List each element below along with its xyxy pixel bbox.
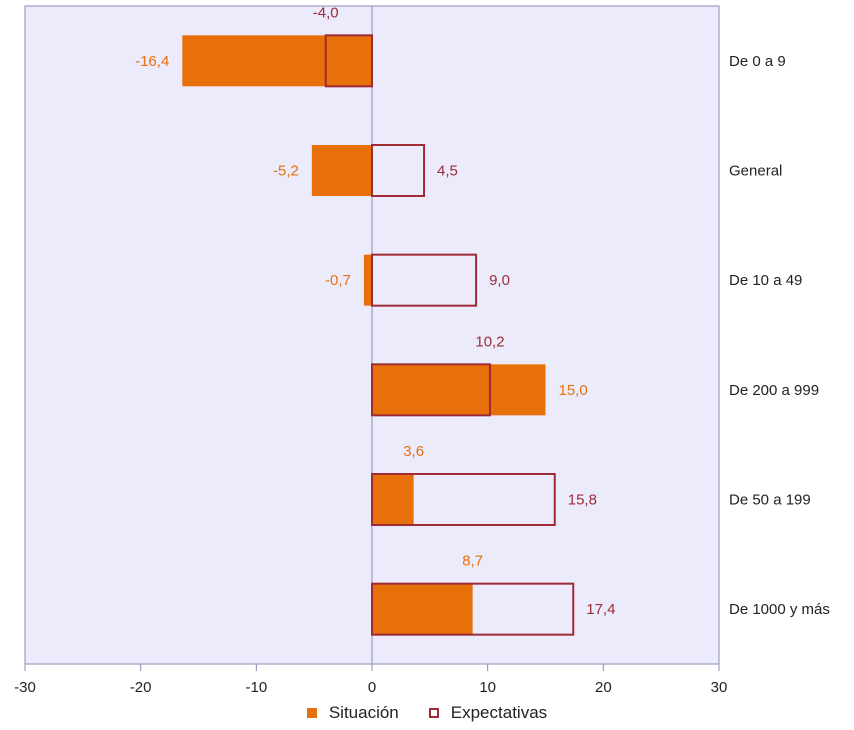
legend-label-expectativas: Expectativas [450,703,548,722]
legend-item-situacion: Situación [306,703,399,723]
expectativas-value-label: 4,5 [437,163,458,180]
legend-label-situacion: Situación [328,703,399,722]
expectativas-bar [371,363,491,417]
x-tick-label: -10 [245,679,267,696]
expectativas-bar [371,144,426,197]
x-tick-label: 30 [711,679,728,696]
situacion-bar [372,364,546,416]
legend: Situación Expectativas [0,703,854,723]
expectativas-value-label: -4,0 [313,4,339,21]
situacion-value-label: -0,7 [325,272,351,289]
expectativas-bar [371,582,575,636]
category-label: De 200 a 999 [729,382,819,399]
situacion-bar [372,583,473,635]
legend-swatch-situacion [306,708,317,718]
expectativas-bar [371,473,556,526]
situacion-bar [363,254,372,306]
category-label: De 0 a 9 [729,53,786,70]
expectativas-bar [324,34,374,88]
x-tick-label: 0 [368,679,376,696]
x-tick-label: 20 [595,679,612,696]
x-tick-label: 10 [479,679,496,696]
expectativas-value-label: 17,4 [586,601,615,618]
situacion-bar [372,474,414,525]
situacion-value-label: -16,4 [135,53,169,70]
situacion-value-label: -5,2 [273,163,299,180]
situacion-bar [182,35,372,87]
legend-swatch-expectativas [428,708,439,718]
category-label: De 50 a 199 [729,492,811,509]
situacion-value-label: 3,6 [403,443,424,460]
category-label: De 1000 y más [729,601,830,618]
x-tick-label: -20 [130,679,152,696]
x-tick-label: -30 [14,679,36,696]
situacion-value-label: 15,0 [559,382,588,399]
legend-item-expectativas: Expectativas [428,703,548,723]
situacion-bar [311,145,372,196]
expectativas-value-label: 9,0 [489,272,510,289]
expectativas-value-label: 15,8 [568,492,597,509]
expectativas-bar [371,253,478,307]
category-label: De 10 a 49 [729,272,802,289]
situacion-value-label: 8,7 [462,553,483,570]
expectativas-value-label: 10,2 [475,333,504,350]
category-label: General [729,163,782,180]
